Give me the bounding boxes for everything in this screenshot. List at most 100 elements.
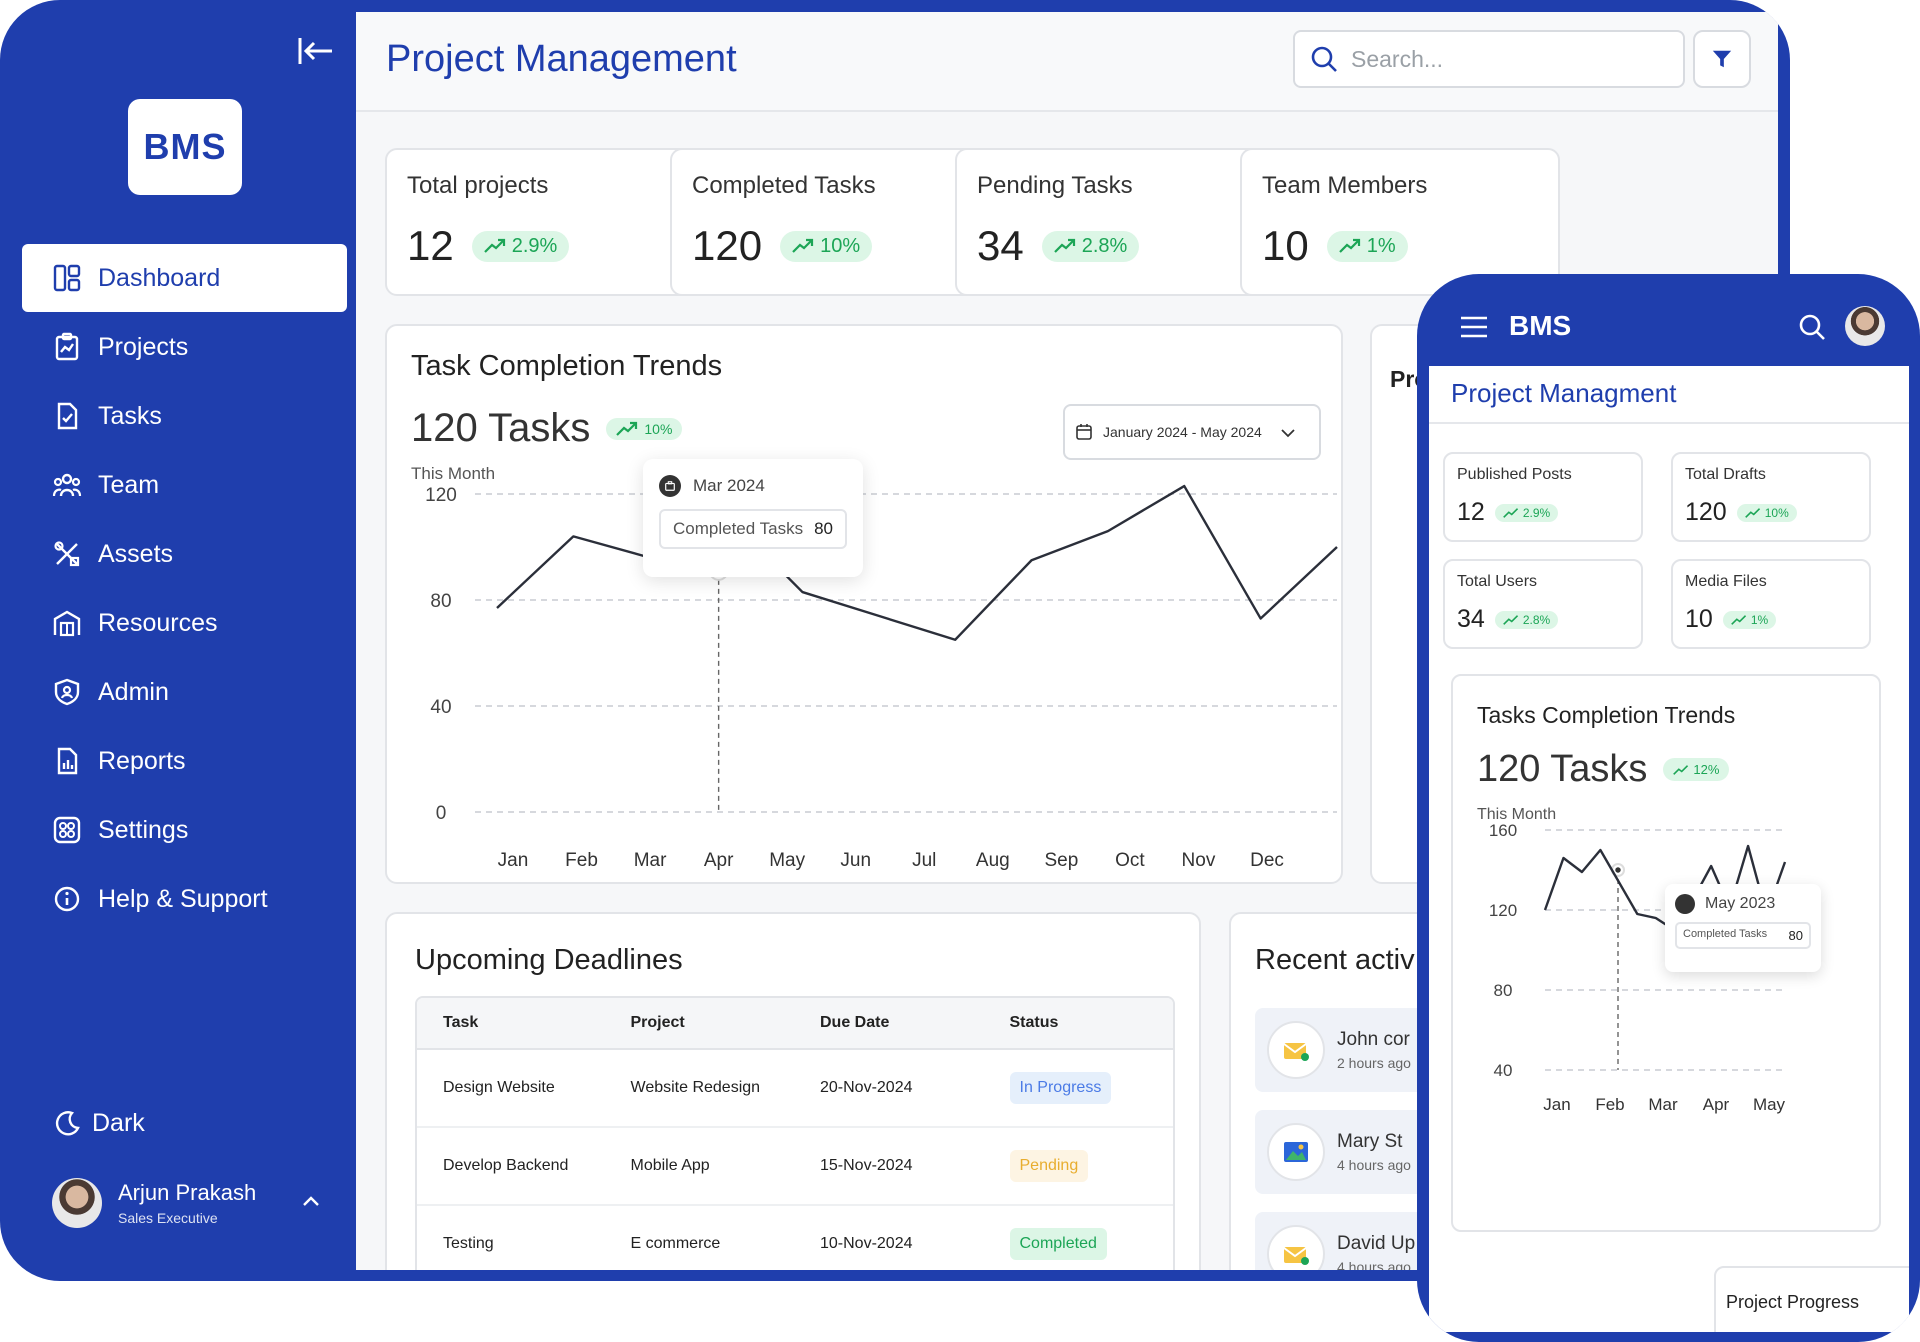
sidebar-item-team[interactable]: Team	[22, 451, 347, 519]
search-input[interactable]	[1351, 45, 1651, 73]
page-title: Project Management	[386, 38, 737, 80]
x-tick-label: Apr	[1703, 1095, 1730, 1114]
activity-time: 4 hours ago	[1337, 1259, 1411, 1270]
chart-total-value: 120 Tasks	[411, 406, 591, 450]
mobile-app-frame: BMS Project Managment Published Posts 12…	[1417, 274, 1920, 1342]
stat-card-completed-tasks: Completed Tasks 120 10%	[670, 148, 990, 296]
menu-icon[interactable]	[1459, 314, 1489, 340]
sidebar-item-settings[interactable]: Settings	[22, 796, 347, 864]
trend-value: 2.9%	[511, 234, 558, 257]
help-icon	[52, 884, 82, 914]
highlight-point-core	[1615, 867, 1621, 873]
sidebar-item-projects[interactable]: Projects	[22, 313, 347, 381]
sidebar-item-admin[interactable]: Admin	[22, 658, 347, 726]
table-row[interactable]: Develop Backend Mobile App 15-Nov-2024 P…	[417, 1128, 1173, 1206]
stat-label: Completed Tasks	[692, 172, 876, 199]
x-tick-label: Apr	[704, 850, 734, 871]
table-row[interactable]: Design Website Website Redesign 20-Nov-2…	[417, 1050, 1173, 1128]
y-tick-label: 40	[430, 697, 451, 718]
x-tick-label: Mar	[1648, 1095, 1678, 1114]
trend-badge: 1%	[1722, 610, 1777, 629]
trend-badge: 10%	[606, 417, 683, 440]
trend-badge: 1%	[1326, 230, 1408, 262]
trend-up-icon	[1502, 507, 1518, 518]
x-tick-label: Dec	[1250, 850, 1284, 871]
trend-badge: 10%	[780, 230, 873, 262]
sidebar-item-dashboard[interactable]: Dashboard	[22, 244, 347, 312]
trend-value: 2.8%	[1081, 234, 1128, 257]
resources-icon	[52, 608, 82, 638]
mobile-stat-card: Total Users 34 2.8%	[1443, 559, 1643, 649]
activity-name: Mary St	[1337, 1131, 1403, 1152]
sidebar-item-tasks[interactable]: Tasks	[22, 382, 347, 450]
trend-value: 2.8%	[1522, 612, 1551, 627]
date-range-select[interactable]: January 2024 - May 2024	[1063, 404, 1321, 460]
chart-title: Tasks Completion Trends	[1477, 702, 1736, 728]
sidebar-item-help[interactable]: Help & Support	[22, 865, 347, 933]
x-tick-label: Feb	[1595, 1095, 1624, 1114]
chart-title: Task Completion Trends	[411, 350, 723, 382]
trend-up-icon	[483, 238, 505, 253]
dark-mode-toggle[interactable]: Dark	[52, 1108, 145, 1138]
x-tick-label: Nov	[1182, 850, 1216, 871]
chart-total: 120 Tasks 12%	[1477, 748, 1730, 791]
col-header-task[interactable]: Task	[443, 1014, 479, 1031]
trend-value: 10%	[644, 420, 673, 437]
briefcase-icon	[659, 475, 681, 497]
sidebar-item-label: Admin	[98, 677, 169, 706]
col-header-due-date[interactable]: Due Date	[820, 1014, 890, 1031]
trend-up-icon	[1730, 614, 1746, 625]
trend-up-icon	[616, 421, 638, 436]
trend-up-icon	[1673, 764, 1689, 775]
collapse-sidebar-icon[interactable]	[296, 34, 336, 68]
sidebar-item-label: Team	[98, 470, 160, 499]
y-tick-label: 80	[430, 591, 451, 612]
y-tick-label: 40	[1494, 1061, 1513, 1080]
col-header-status[interactable]: Status	[1009, 1014, 1059, 1031]
avatar[interactable]	[1845, 306, 1885, 346]
search-icon[interactable]	[1797, 312, 1827, 342]
table-row[interactable]: Testing E commerce 10-Nov-2024 Completed	[417, 1206, 1173, 1270]
activity-time: 2 hours ago	[1337, 1055, 1411, 1071]
activity-name: John cor	[1337, 1029, 1410, 1050]
x-tick-label: Feb	[565, 850, 598, 871]
trend-value: 2.9%	[1522, 505, 1551, 520]
date-range-value: January 2024 - May 2024	[1103, 424, 1262, 440]
activity-name: David Up	[1337, 1233, 1416, 1254]
cell-task: Develop Backend	[443, 1157, 569, 1174]
x-tick-label: Jan	[498, 850, 529, 871]
chevron-up-icon[interactable]	[300, 1190, 322, 1212]
x-tick-label: Sep	[1044, 850, 1078, 871]
stat-card-pending-tasks: Pending Tasks 34 2.8%	[955, 148, 1275, 296]
x-tick-label: Aug	[976, 850, 1010, 871]
team-icon	[52, 470, 82, 500]
sidebar-item-label: Settings	[98, 815, 189, 844]
sidebar-item-label: Dashboard	[98, 263, 221, 292]
mobile-content: Project Managment Published Posts 12 2.9%…	[1429, 366, 1909, 1332]
y-tick-label: 0	[436, 803, 447, 824]
sidebar-item-assets[interactable]: Assets	[22, 520, 347, 588]
col-header-project[interactable]: Project	[630, 1014, 685, 1031]
stat-label: Media Files	[1685, 573, 1767, 590]
chart-subtitle: This Month	[1477, 806, 1557, 823]
trend-value: 10%	[820, 234, 861, 257]
search-box[interactable]	[1293, 30, 1685, 88]
filter-button[interactable]	[1693, 30, 1751, 88]
user-profile[interactable]: Arjun Prakash Sales Executive	[52, 1178, 322, 1228]
stat-label: Total projects	[407, 172, 549, 199]
topbar: Project Management	[356, 12, 1778, 112]
mobile-header: BMS	[1417, 274, 1920, 366]
stat-value: 12	[1457, 498, 1485, 526]
chart-total: 120 Tasks 10%	[411, 406, 683, 451]
chart-tooltip: Mar 2024 Completed Tasks 80	[643, 459, 863, 577]
chart-tooltip: May 2023 Completed Tasks 80	[1665, 884, 1821, 972]
dark-mode-label: Dark	[92, 1108, 145, 1137]
trend-up-icon	[792, 238, 814, 253]
tooltip-month: May 2023	[1705, 895, 1776, 912]
y-tick-label: 120	[1489, 901, 1517, 920]
tooltip-value: 80	[814, 519, 833, 538]
x-tick-label: May	[1753, 1095, 1786, 1114]
sidebar-item-reports[interactable]: Reports	[22, 727, 347, 795]
search-icon	[1311, 46, 1337, 72]
sidebar-item-resources[interactable]: Resources	[22, 589, 347, 657]
